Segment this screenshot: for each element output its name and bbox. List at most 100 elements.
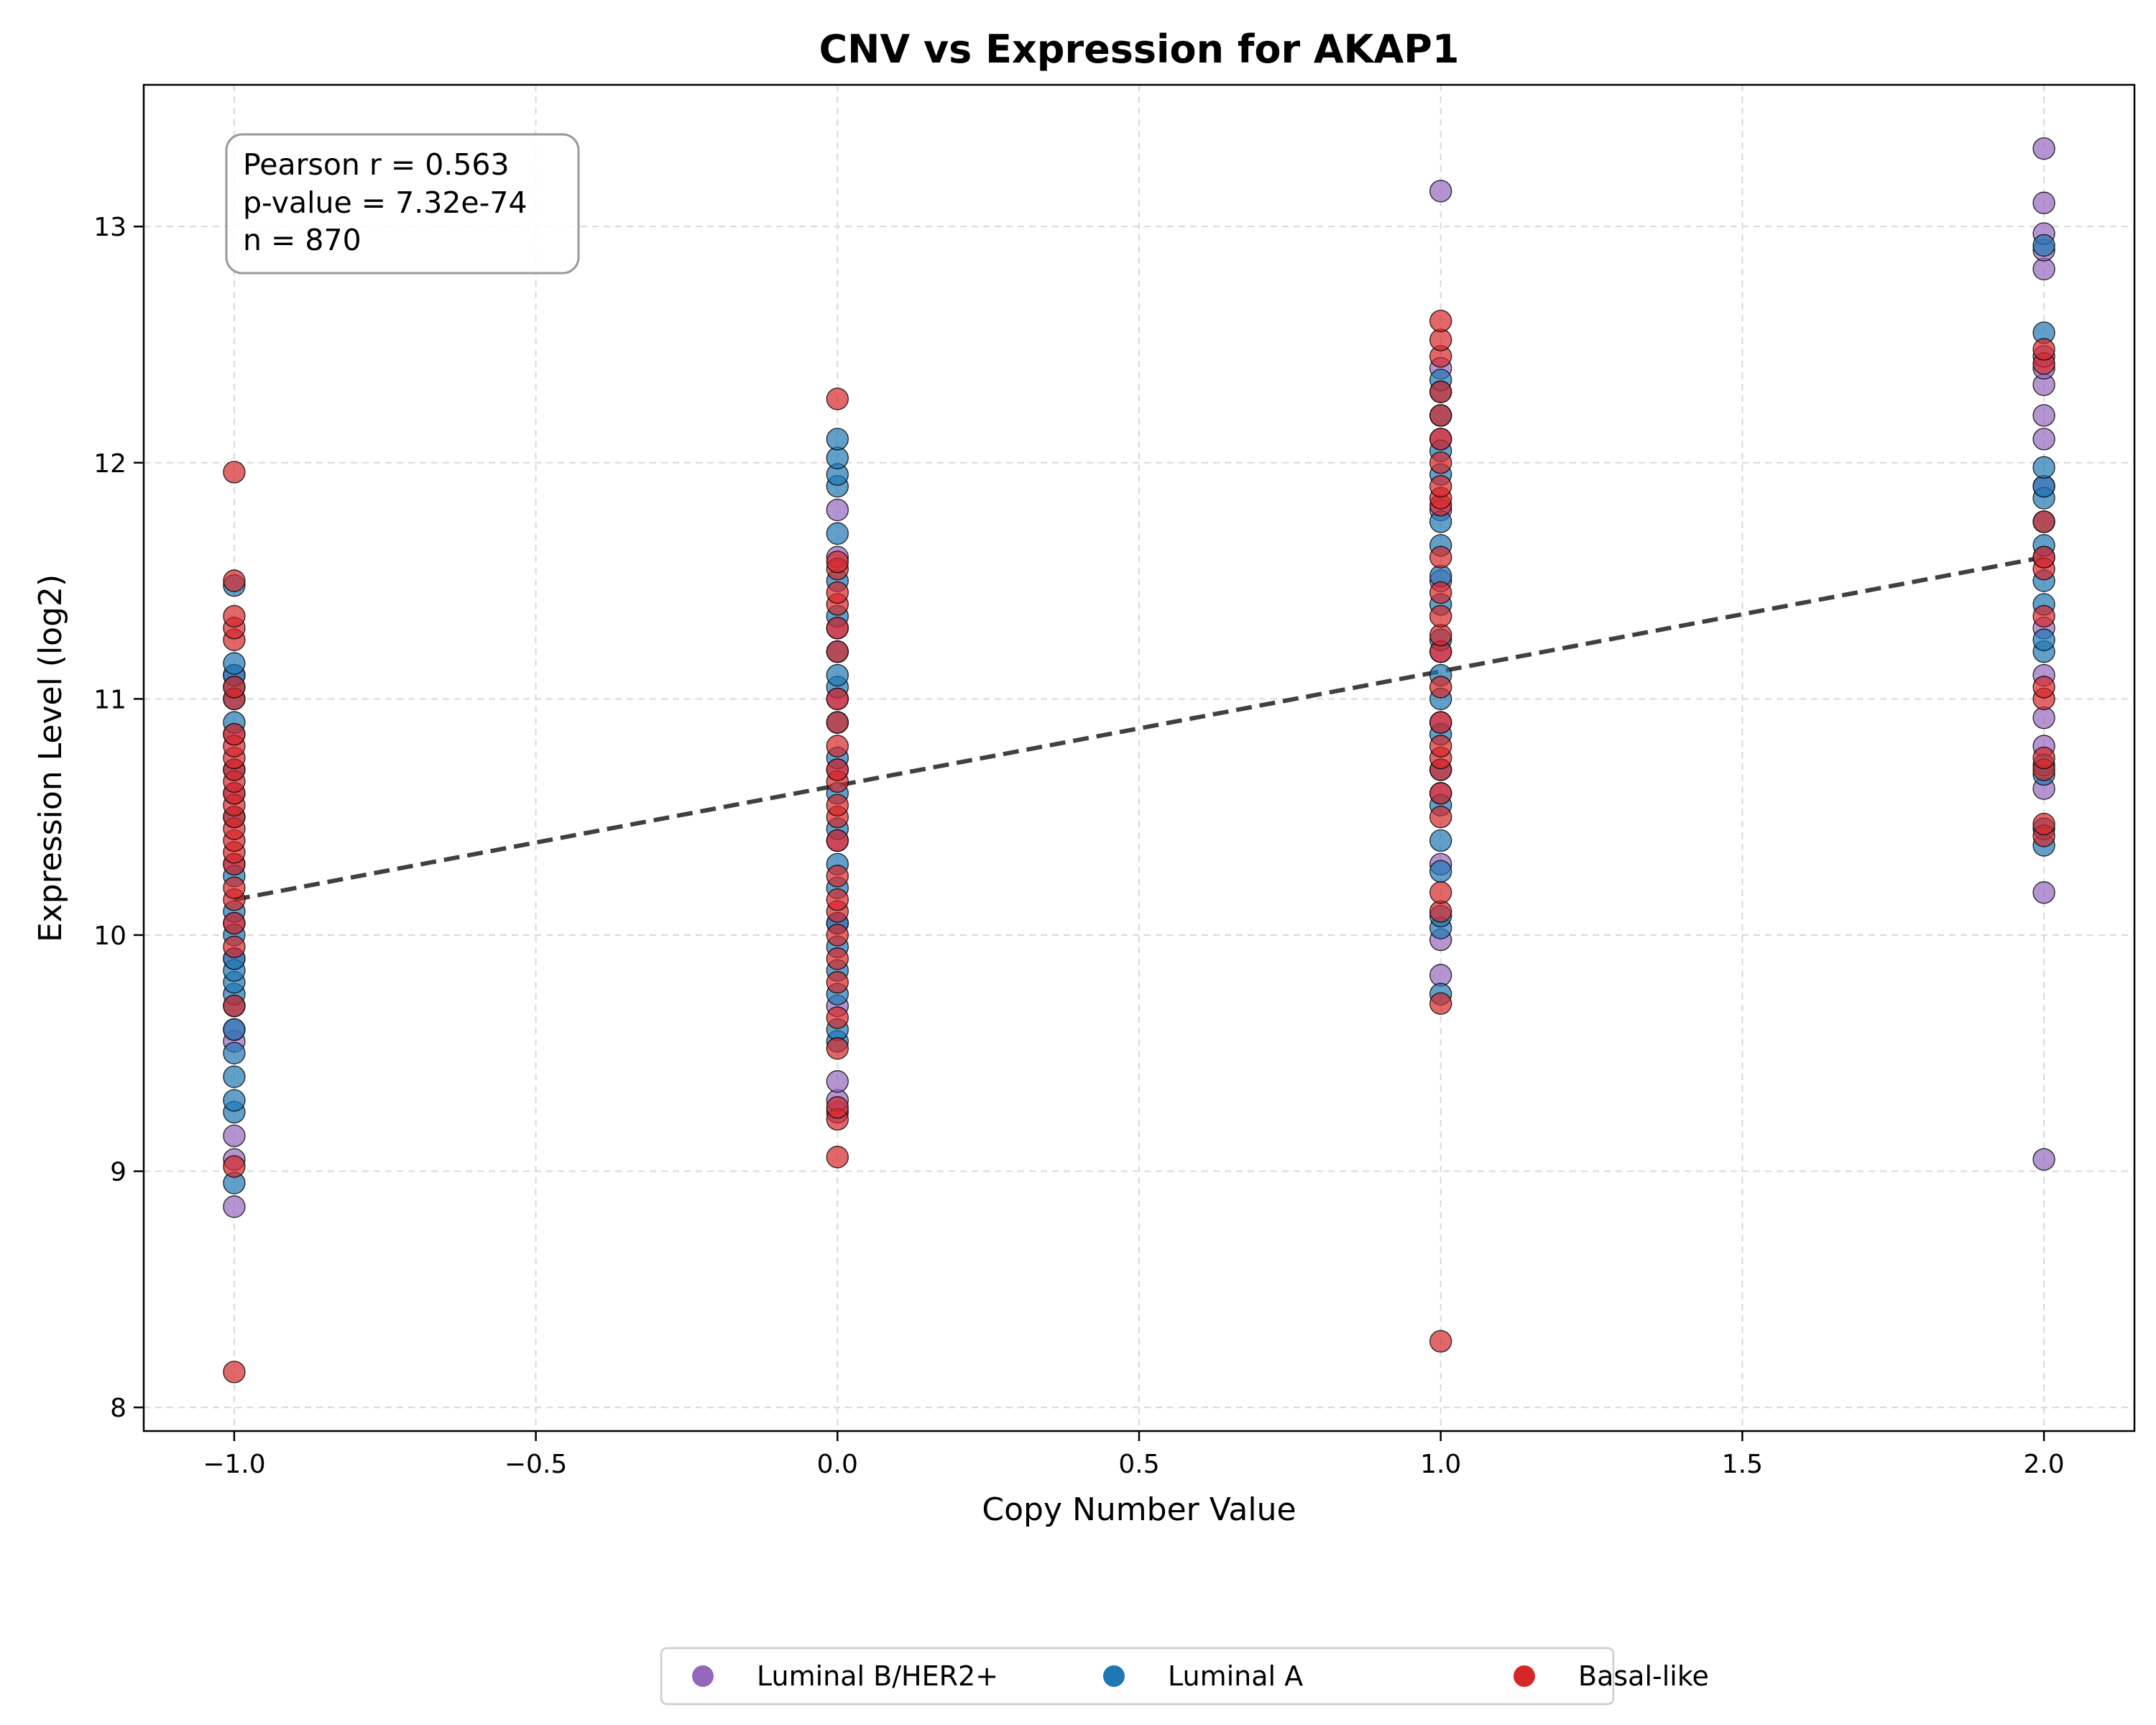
data-point-luminal-a xyxy=(223,652,246,675)
data-point-luminal-b-her2 xyxy=(2032,428,2055,451)
stats-box: Pearson r = 0.563 p-value = 7.32e-74 n =… xyxy=(225,133,580,275)
stats-p-value: p-value = 7.32e-74 xyxy=(243,185,528,220)
data-point-luminal-a xyxy=(2032,474,2055,498)
x-tick-label: 0.0 xyxy=(817,1450,858,1479)
legend-label-luminal-b-her2: Luminal B/HER2+ xyxy=(757,1660,998,1692)
data-point-basal-like xyxy=(1429,604,1452,627)
data-point-basal-like xyxy=(2032,746,2055,770)
data-point-basal-like xyxy=(826,758,849,781)
data-point-luminal-a xyxy=(826,663,849,687)
data-point-basal-like xyxy=(223,876,246,899)
data-point-basal-like xyxy=(826,640,849,663)
data-point-basal-like xyxy=(1429,451,1452,474)
data-point-luminal-b-her2 xyxy=(2032,257,2055,280)
data-point-basal-like xyxy=(223,569,246,592)
data-point-basal-like xyxy=(2032,510,2055,533)
data-point-basal-like xyxy=(826,794,849,816)
data-point-basal-like xyxy=(1429,309,1452,333)
data-point-basal-like xyxy=(2032,676,2055,699)
data-point-luminal-a xyxy=(223,1089,246,1112)
data-point-basal-like xyxy=(1429,900,1452,923)
y-tick-label: 10 xyxy=(93,921,126,951)
data-point-basal-like xyxy=(826,551,849,574)
legend: Luminal B/HER2+ Luminal A Basal-like xyxy=(660,1647,1709,1706)
data-point-basal-like xyxy=(826,1006,849,1029)
data-point-basal-like xyxy=(2032,812,2055,836)
data-point-basal-like xyxy=(1429,1330,1452,1353)
data-point-basal-like xyxy=(223,722,246,746)
data-point-basal-like xyxy=(2032,338,2055,361)
data-point-basal-like xyxy=(223,604,246,627)
data-point-luminal-b-her2 xyxy=(2032,1148,2055,1171)
data-point-luminal-a xyxy=(2032,456,2055,479)
x-tick-label: 0.5 xyxy=(1118,1450,1159,1479)
data-point-basal-like xyxy=(826,1096,849,1119)
data-point-basal-like xyxy=(1429,623,1452,647)
x-axis-title: Copy Number Value xyxy=(982,1491,1296,1528)
data-point-basal-like xyxy=(2032,604,2055,627)
data-point-basal-like xyxy=(223,461,246,484)
data-point-basal-like xyxy=(826,865,849,888)
x-tick-label: −0.5 xyxy=(505,1450,567,1479)
data-point-luminal-b-her2 xyxy=(826,498,849,522)
data-point-basal-like xyxy=(1429,881,1452,904)
data-point-luminal-b-her2 xyxy=(223,1124,246,1147)
data-point-luminal-b-her2 xyxy=(2032,881,2055,904)
data-point-basal-like xyxy=(1429,380,1452,403)
y-tick-label: 11 xyxy=(93,685,126,714)
data-point-basal-like xyxy=(826,947,849,970)
data-point-basal-like xyxy=(1429,474,1452,498)
data-point-luminal-a xyxy=(223,1018,246,1041)
y-tick-label: 9 xyxy=(110,1158,126,1187)
data-point-luminal-a xyxy=(826,446,849,469)
data-point-basal-like xyxy=(223,1155,246,1178)
data-point-basal-like xyxy=(1429,404,1452,427)
data-point-luminal-a xyxy=(826,428,849,451)
data-point-luminal-b-her2 xyxy=(2032,191,2055,214)
data-point-luminal-b-her2 xyxy=(1429,180,1452,203)
data-point-basal-like xyxy=(1429,676,1452,699)
data-point-basal-like xyxy=(826,971,849,994)
data-point-basal-like xyxy=(1429,992,1452,1015)
legend-label-basal-like: Basal-like xyxy=(1578,1660,1709,1692)
data-point-basal-like xyxy=(223,676,246,699)
grid-lines xyxy=(144,85,2134,1431)
data-point-luminal-a xyxy=(826,522,849,545)
data-point-basal-like xyxy=(223,911,246,935)
data-point-basal-like xyxy=(826,617,849,640)
data-point-luminal-a xyxy=(1429,860,1452,883)
chart-title: CNV vs Expression for AKAP1 xyxy=(819,27,1460,72)
data-point-luminal-b-her2 xyxy=(2032,404,2055,427)
data-point-luminal-a xyxy=(2032,234,2055,257)
data-point-luminal-a xyxy=(1429,829,1452,852)
y-axis-ticks: 8 9 10 11 12 13 xyxy=(93,213,144,1423)
stats-box-frame xyxy=(225,133,580,275)
data-point-basal-like xyxy=(826,711,849,734)
y-tick-label: 8 xyxy=(110,1394,126,1423)
y-axis-title: Expression Level (log2) xyxy=(32,574,69,942)
data-point-basal-like xyxy=(1429,428,1452,451)
data-point-basal-like xyxy=(826,888,849,911)
data-point-basal-like xyxy=(826,687,849,711)
data-point-basal-like xyxy=(1429,782,1452,805)
data-point-basal-like xyxy=(223,994,246,1018)
legend-label-luminal-a: Luminal A xyxy=(1168,1660,1303,1692)
data-point-basal-like xyxy=(826,829,849,852)
data-point-luminal-b-her2 xyxy=(223,1195,246,1218)
data-point-basal-like xyxy=(1429,546,1452,569)
data-point-basal-like xyxy=(1429,735,1452,758)
data-points xyxy=(223,137,2055,1384)
data-point-basal-like xyxy=(826,1146,849,1169)
data-point-basal-like xyxy=(826,387,849,410)
legend-marker-luminal-a xyxy=(1103,1665,1125,1687)
legend-frame xyxy=(660,1647,1615,1706)
data-point-luminal-a xyxy=(223,1065,246,1088)
data-point-luminal-b-her2 xyxy=(2032,706,2055,730)
data-point-basal-like xyxy=(826,1037,849,1060)
x-tick-label: 2.0 xyxy=(2023,1450,2064,1479)
data-point-luminal-b-her2 xyxy=(2032,137,2055,160)
x-tick-label: −1.0 xyxy=(203,1450,265,1479)
data-point-basal-like xyxy=(2032,546,2055,569)
y-tick-label: 12 xyxy=(93,449,126,479)
data-point-basal-like xyxy=(1429,581,1452,604)
